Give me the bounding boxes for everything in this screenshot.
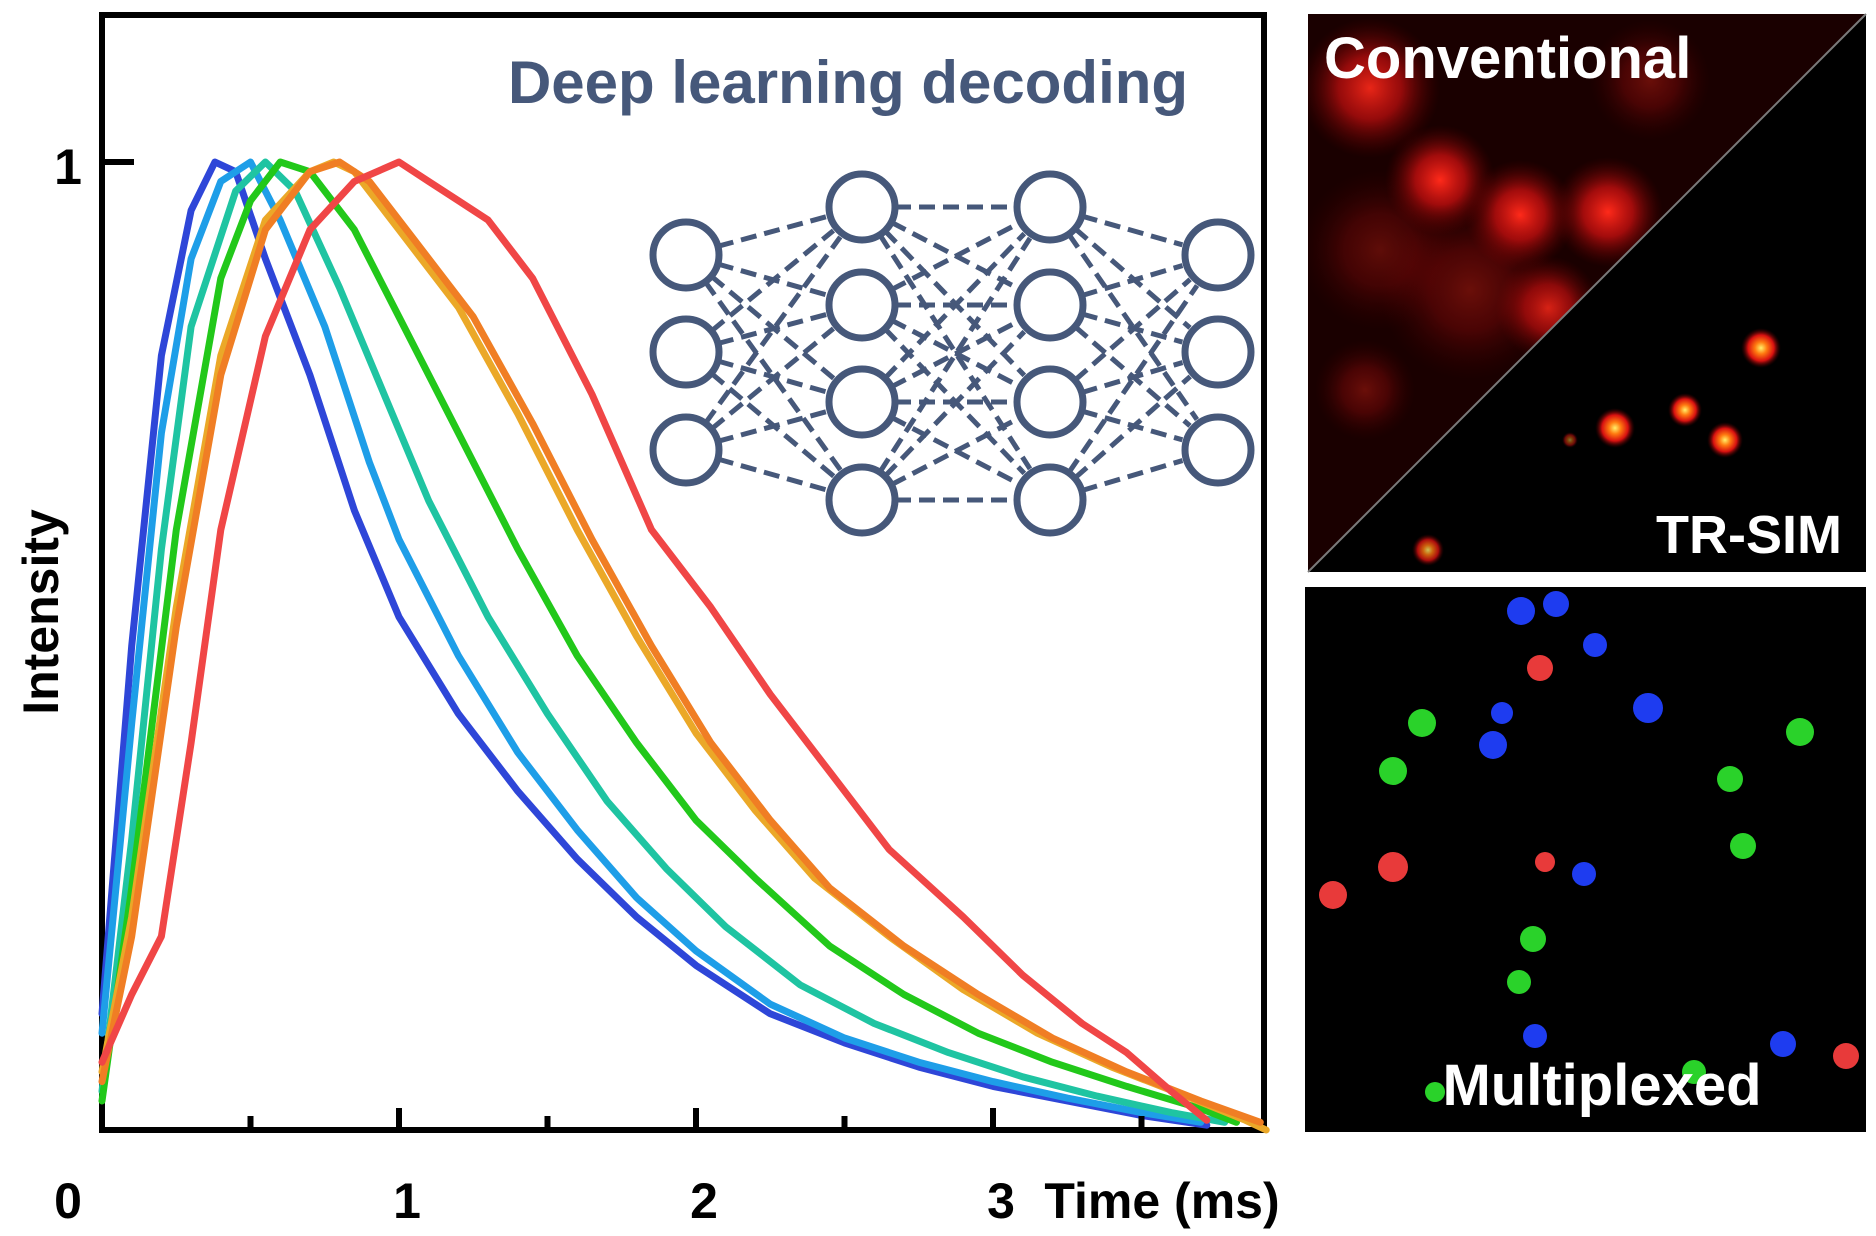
nn-node [1181,218,1255,292]
nn-node [1181,413,1255,487]
nn-connection [883,231,1027,380]
y-axis-label: Intensity [13,509,69,715]
nn-connection [1080,458,1184,493]
nn-connection [1073,374,1192,481]
spot-blue [1523,1024,1547,1048]
nn-connection [1080,263,1184,298]
nn-node [1013,463,1087,537]
trsim-label: TR-SIM [1656,505,1842,565]
nn-connection [703,235,843,425]
spot-green [1425,1082,1445,1102]
x-tick-label: 1 [393,1173,421,1229]
neural-network-icon [649,170,1255,537]
nn-connection [717,409,827,444]
spot-blue [1507,597,1535,625]
nn-connection [717,214,827,249]
spot-blue [1583,633,1607,657]
x-tick-label: 2 [690,1173,718,1229]
nn-connection [1080,360,1184,395]
spot-green [1408,709,1436,737]
nn-connection [709,326,836,431]
nn-connection [877,236,1033,474]
spot-red [1833,1043,1859,1069]
nn-connection [883,329,1027,478]
nn-node [1013,268,1087,342]
decay-chart: 1 0 1 2 3 Time (ms) Intensity Deep learn… [13,12,1280,1229]
decay-curve-5 [98,158,1264,1126]
spot-blue [1543,591,1569,617]
nn-node [1013,365,1087,439]
spot-blue [1479,731,1507,759]
nn-connection [877,233,1033,471]
spot-green [1520,926,1546,952]
nn-connection [1066,232,1200,421]
nn-node [825,170,899,244]
decay-curve-3 [98,158,1240,1126]
x-ticks [247,1108,1145,1130]
decay-curve-0 [98,158,1211,1129]
multiplexed-panel: Multiplexed [1305,587,1866,1132]
nn-node [825,365,899,439]
spot-red [1535,852,1555,872]
multiplexed-label: Multiplexed [1442,1053,1761,1118]
spot-red [1527,655,1553,681]
spot-green [1507,970,1531,994]
spot-green [1786,718,1814,746]
nn-node [1013,170,1087,244]
decay-curve-1 [98,158,1205,1126]
x-axis-label: Time (ms) [1044,1173,1279,1229]
nn-node [649,413,723,487]
nn-connection [717,312,827,346]
y-tick-label: 1 [54,139,82,195]
spot-blue [1572,862,1596,886]
spot-red [1378,852,1408,882]
diagonal-divider [1307,13,1867,573]
conventional-trsim-panel: Conventional TR-SIM [1307,13,1867,573]
nn-connection [1066,284,1200,475]
spot-red [1319,881,1347,909]
x-tick-label: 3 [987,1173,1015,1229]
decay-curve-2 [98,158,1229,1126]
spot-green [1717,766,1743,792]
chart-title: Deep learning decoding [508,49,1188,116]
conventional-label: Conventional [1324,26,1691,91]
spot-blue [1633,693,1663,723]
nn-node [825,463,899,537]
spot-green [1730,833,1756,859]
nn-connection [1073,277,1192,383]
spot-blue [1491,702,1513,724]
x-tick-label: 0 [54,1173,82,1229]
nn-node [649,315,723,389]
spot-green [1682,1060,1706,1084]
nn-node [1181,315,1255,389]
nn-connection [1081,213,1184,248]
nn-node [825,268,899,342]
spot-green [1379,757,1407,785]
nn-connection [709,228,836,333]
nn-node [649,218,723,292]
decay-curve-6 [98,158,1211,1124]
nn-connection [717,456,828,493]
decay-curves [98,158,1270,1134]
nn-connection [703,280,843,472]
spot-blue [1770,1031,1796,1057]
multiplexed-spots [1319,591,1859,1102]
